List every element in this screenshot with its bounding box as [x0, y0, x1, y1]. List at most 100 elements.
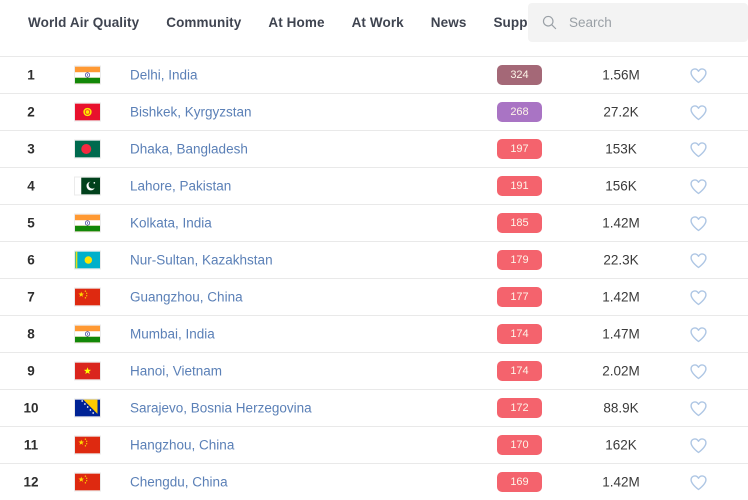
- rank-number: 5: [27, 215, 35, 231]
- rank-number: 1: [27, 67, 35, 83]
- followers-count: 162K: [605, 437, 637, 453]
- heart-icon: [689, 474, 707, 490]
- table-row[interactable]: 4 Lahore, Pakistan 191 156K: [0, 167, 748, 204]
- follow-heart-button[interactable]: [686, 470, 710, 494]
- followers-count: 153K: [605, 141, 637, 157]
- follow-heart-button[interactable]: [686, 285, 710, 309]
- country-flag-icon: [75, 67, 100, 84]
- aqi-badge: 174: [497, 361, 542, 381]
- rank-number: 3: [27, 141, 35, 157]
- follow-heart-button[interactable]: [686, 396, 710, 420]
- rank-number: 6: [27, 252, 35, 268]
- heart-icon: [689, 363, 707, 379]
- heart-icon: [689, 67, 707, 83]
- aqi-badge: 324: [497, 65, 542, 85]
- followers-count: 1.47M: [602, 326, 640, 342]
- aqi-badge: 177: [497, 287, 542, 307]
- table-row[interactable]: 1 Delhi, India 324 1.56M: [0, 56, 748, 93]
- aqi-badge: 268: [497, 102, 542, 122]
- heart-icon: [689, 141, 707, 157]
- table-row[interactable]: 3 Dhaka, Bangladesh 197 153K: [0, 130, 748, 167]
- follow-heart-button[interactable]: [686, 433, 710, 457]
- country-flag-icon: [75, 437, 100, 454]
- table-row[interactable]: 5 Kolkata, India 185 1.42M: [0, 204, 748, 241]
- country-flag-icon: [75, 178, 100, 195]
- city-link[interactable]: Hangzhou, China: [130, 437, 235, 453]
- follow-heart-button[interactable]: [686, 100, 710, 124]
- aqi-badge: 169: [497, 472, 542, 492]
- followers-count: 1.56M: [602, 67, 640, 83]
- city-ranking-table: 1 Delhi, India 324 1.56M 2 Bishkek, Kyrg…: [0, 56, 748, 500]
- aqi-badge: 170: [497, 435, 542, 455]
- heart-icon: [689, 178, 707, 194]
- table-row[interactable]: 8 Mumbai, India 174 1.47M: [0, 315, 748, 352]
- nav-item-at-home[interactable]: At Home: [268, 15, 325, 30]
- followers-count: 2.02M: [602, 363, 640, 379]
- nav-item-world-air-quality[interactable]: World Air Quality: [28, 15, 140, 30]
- heart-icon: [689, 400, 707, 416]
- aqi-badge: 174: [497, 324, 542, 344]
- rank-number: 2: [27, 104, 35, 120]
- table-row[interactable]: 9 Hanoi, Vietnam 174 2.02M: [0, 352, 748, 389]
- nav-item-at-work[interactable]: At Work: [351, 15, 404, 30]
- table-row[interactable]: 6 Nur-Sultan, Kazakhstan 179 22.3K: [0, 241, 748, 278]
- followers-count: 1.42M: [602, 289, 640, 305]
- rank-number: 7: [27, 289, 35, 305]
- table-row[interactable]: 7 Guangzhou, China 177 1.42M: [0, 278, 748, 315]
- search-input[interactable]: [567, 14, 731, 31]
- follow-heart-button[interactable]: [686, 248, 710, 272]
- rank-number: 9: [27, 363, 35, 379]
- follow-heart-button[interactable]: [686, 322, 710, 346]
- search-icon: [542, 15, 557, 30]
- heart-icon: [689, 289, 707, 305]
- table-row[interactable]: 10 Sarajevo, Bosnia Herzegovina 172 88.9…: [0, 389, 748, 426]
- table-row[interactable]: 2 Bishkek, Kyrgyzstan 268 27.2K: [0, 93, 748, 130]
- follow-heart-button[interactable]: [686, 211, 710, 235]
- country-flag-icon: [75, 252, 100, 269]
- country-flag-icon: [75, 141, 100, 158]
- rank-number: 12: [23, 474, 39, 490]
- rank-number: 4: [27, 178, 35, 194]
- country-flag-icon: [75, 363, 100, 380]
- nav-item-news[interactable]: News: [430, 15, 467, 30]
- country-flag-icon: [75, 104, 100, 121]
- aqi-badge: 197: [497, 139, 542, 159]
- city-link[interactable]: Sarajevo, Bosnia Herzegovina: [130, 400, 312, 416]
- rank-number: 10: [23, 400, 39, 416]
- city-link[interactable]: Hanoi, Vietnam: [130, 363, 223, 379]
- city-link[interactable]: Kolkata, India: [130, 215, 212, 231]
- follow-heart-button[interactable]: [686, 359, 710, 383]
- city-link[interactable]: Bishkek, Kyrgyzstan: [130, 104, 252, 120]
- followers-count: 27.2K: [603, 104, 639, 120]
- rank-number: 8: [27, 326, 35, 342]
- city-link[interactable]: Nur-Sultan, Kazakhstan: [130, 252, 273, 268]
- country-flag-icon: [75, 326, 100, 343]
- city-link[interactable]: Guangzhou, China: [130, 289, 243, 305]
- country-flag-icon: [75, 474, 100, 491]
- table-row[interactable]: 12 Chengdu, China 169 1.42M: [0, 463, 748, 500]
- followers-count: 156K: [605, 178, 637, 194]
- aqi-badge: 191: [497, 176, 542, 196]
- city-link[interactable]: Dhaka, Bangladesh: [130, 141, 248, 157]
- followers-count: 22.3K: [603, 252, 639, 268]
- heart-icon: [689, 104, 707, 120]
- search-box[interactable]: [528, 3, 748, 42]
- aqi-badge: 185: [497, 213, 542, 233]
- country-flag-icon: [75, 400, 100, 417]
- table-row[interactable]: 11 Hangzhou, China 170 162K: [0, 426, 748, 463]
- country-flag-icon: [75, 215, 100, 232]
- nav-item-community[interactable]: Community: [166, 15, 242, 30]
- follow-heart-button[interactable]: [686, 174, 710, 198]
- followers-count: 88.9K: [603, 400, 639, 416]
- follow-heart-button[interactable]: [686, 63, 710, 87]
- city-link[interactable]: Chengdu, China: [130, 474, 228, 490]
- city-link[interactable]: Lahore, Pakistan: [130, 178, 232, 194]
- city-link[interactable]: Delhi, India: [130, 67, 198, 83]
- aqi-badge: 172: [497, 398, 542, 418]
- heart-icon: [689, 252, 707, 268]
- follow-heart-button[interactable]: [686, 137, 710, 161]
- country-flag-icon: [75, 289, 100, 306]
- city-link[interactable]: Mumbai, India: [130, 326, 215, 342]
- heart-icon: [689, 215, 707, 231]
- heart-icon: [689, 326, 707, 342]
